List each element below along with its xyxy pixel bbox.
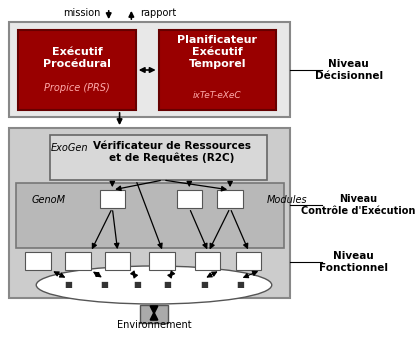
FancyBboxPatch shape — [235, 252, 261, 270]
Text: Propice (PRS): Propice (PRS) — [44, 83, 110, 93]
FancyBboxPatch shape — [99, 190, 125, 208]
FancyBboxPatch shape — [105, 252, 130, 270]
FancyBboxPatch shape — [9, 22, 290, 117]
FancyBboxPatch shape — [217, 190, 243, 208]
FancyBboxPatch shape — [150, 252, 175, 270]
Text: rapport: rapport — [140, 8, 177, 18]
FancyBboxPatch shape — [50, 135, 267, 180]
Text: ■: ■ — [134, 280, 142, 289]
Text: ■: ■ — [100, 280, 108, 289]
Text: Environnement: Environnement — [117, 320, 191, 330]
Ellipse shape — [36, 266, 272, 304]
Text: ■: ■ — [64, 280, 72, 289]
FancyBboxPatch shape — [9, 128, 290, 298]
Text: GenoM: GenoM — [32, 195, 66, 205]
FancyBboxPatch shape — [140, 305, 168, 323]
Text: Niveau
Fonctionnel: Niveau Fonctionnel — [319, 251, 388, 273]
Text: ■: ■ — [236, 280, 244, 289]
FancyBboxPatch shape — [65, 252, 91, 270]
FancyBboxPatch shape — [195, 252, 220, 270]
FancyBboxPatch shape — [25, 252, 51, 270]
Text: ■: ■ — [200, 280, 208, 289]
Text: ExoGen: ExoGen — [51, 143, 88, 153]
Text: Niveau
Décisionnel: Niveau Décisionnel — [315, 59, 383, 81]
Text: Niveau
Contrôle d'Exécution: Niveau Contrôle d'Exécution — [301, 194, 415, 216]
FancyBboxPatch shape — [18, 30, 136, 110]
Text: mission: mission — [63, 8, 100, 18]
FancyBboxPatch shape — [158, 30, 276, 110]
Text: ■: ■ — [163, 280, 171, 289]
FancyBboxPatch shape — [177, 190, 202, 208]
Text: Vérificateur de Ressources
et de Requêtes (R2C): Vérificateur de Ressources et de Requête… — [93, 141, 251, 163]
Text: Planificateur
Exécutif
Temporel: Planificateur Exécutif Temporel — [177, 35, 257, 69]
Text: Modules: Modules — [267, 195, 308, 205]
Text: Exécutif
Procédural: Exécutif Procédural — [43, 47, 111, 69]
FancyBboxPatch shape — [16, 183, 283, 248]
Text: ixTeT-eXeC: ixTeT-eXeC — [193, 90, 242, 100]
